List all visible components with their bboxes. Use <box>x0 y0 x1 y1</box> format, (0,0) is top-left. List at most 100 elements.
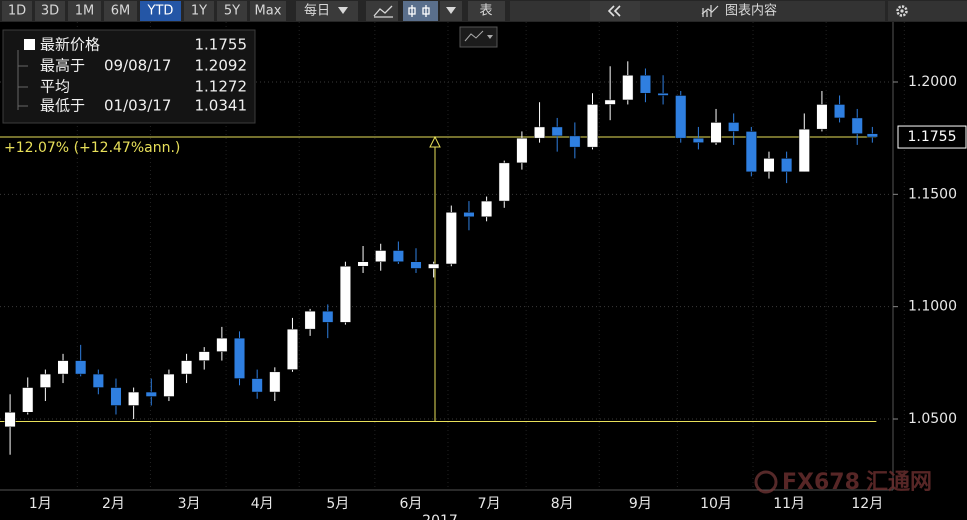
change-arrow-head <box>429 135 441 148</box>
candle-body <box>834 104 846 119</box>
style-button[interactable] <box>459 26 498 48</box>
candle-body <box>798 128 810 173</box>
x-tick-label: 11月 <box>773 496 805 512</box>
candle-body <box>57 360 69 375</box>
range-label: 6M <box>111 4 131 19</box>
candle-body <box>4 412 16 428</box>
collapse-icon <box>607 5 621 17</box>
table-button[interactable] <box>468 1 505 21</box>
legend-label: 最新价格 <box>40 36 100 54</box>
candle-chart-icon <box>408 5 430 17</box>
last-price-box <box>897 125 967 149</box>
candle-body <box>657 92 669 96</box>
candle-body <box>463 212 475 218</box>
candle-body <box>128 391 140 406</box>
style-icon <box>464 30 484 42</box>
legend-label: 最高于 <box>40 57 85 75</box>
legend-label: 最低于 <box>40 97 85 115</box>
x-tick-label: 5月 <box>326 496 349 512</box>
candle-body <box>339 265 351 323</box>
candle-body <box>569 135 581 148</box>
candle-body <box>145 391 157 397</box>
candle-body <box>375 250 387 262</box>
change-annotation: +12.07% (+12.47%ann.) <box>4 140 180 156</box>
candle-body <box>692 137 704 143</box>
legend-tree <box>17 50 28 110</box>
range-button[interactable] <box>184 1 214 21</box>
plot-area: 1.0500 1.1000 1.1500 1.2000 1月 2月 3月 4月 5月 6月 7月 8月… <box>0 22 967 520</box>
candle-body <box>286 328 299 370</box>
candle-body <box>110 387 122 406</box>
x-tick-label: 10月 <box>700 496 732 512</box>
y-tick-label: 1.1000 <box>908 299 957 315</box>
range-button[interactable] <box>217 1 247 21</box>
content-label: 图表内容 <box>725 3 777 19</box>
candle-body <box>622 74 634 101</box>
range-label: 5Y <box>224 4 240 19</box>
candle-body <box>75 360 87 375</box>
candle-body <box>763 158 775 173</box>
candle-body <box>639 74 651 94</box>
frequency-button[interactable] <box>296 1 358 21</box>
x-tick-label: 9月 <box>629 496 652 512</box>
candle-body <box>392 250 404 262</box>
range-label: Max <box>255 4 282 19</box>
range-button[interactable] <box>35 1 65 21</box>
settings-button[interactable] <box>888 1 967 21</box>
candle-body <box>710 122 722 143</box>
range-button[interactable] <box>68 1 101 21</box>
line-chart-icon <box>373 5 393 18</box>
range-label: 1M <box>75 4 95 19</box>
gear-icon <box>896 5 908 17</box>
candle-body <box>428 263 440 269</box>
dropdown-icon <box>487 35 493 39</box>
candle-body <box>322 310 334 323</box>
toolbar-buttons: 1D 3D 1M 6M YTD 1Y 5Y Max <box>2 1 286 21</box>
x-axis-year: 2017 <box>422 513 458 520</box>
range-label: 1Y <box>191 4 207 19</box>
candle-body <box>481 200 493 218</box>
x-tick-label: 2月 <box>102 496 125 512</box>
candle-chart-button[interactable] <box>403 1 438 21</box>
legend-value: 1.1755 <box>195 36 248 54</box>
watermark-name: 汇通网 <box>866 470 932 495</box>
watermark-logo <box>754 470 778 494</box>
range-button[interactable] <box>140 1 181 21</box>
gear-icon-center <box>900 9 904 13</box>
legend-box <box>2 29 256 124</box>
legend-value: 1.1272 <box>195 78 248 96</box>
candle-body <box>163 373 175 397</box>
candle-body <box>410 261 422 269</box>
content-icon <box>701 5 719 17</box>
candle-body <box>498 162 510 202</box>
candle-body <box>816 104 828 130</box>
candle-body <box>516 137 528 164</box>
range-button[interactable] <box>104 1 137 21</box>
candle-body <box>357 261 369 267</box>
x-tick-label: 3月 <box>178 496 201 512</box>
legend-value: 1.2092 <box>195 57 248 75</box>
dropdown-icon <box>338 7 348 14</box>
last-price-label: 1.1755 <box>908 129 957 145</box>
x-tick-label: 12月 <box>851 496 883 512</box>
x-tick-label: 7月 <box>478 496 501 512</box>
y-tick-label: 1.2000 <box>908 74 957 90</box>
legend-date: 09/08/17 <box>104 57 171 75</box>
range-label: 3D <box>41 4 59 19</box>
table-label: 表 <box>479 4 492 19</box>
candle-body <box>22 387 34 413</box>
legend-swatch <box>24 39 35 50</box>
range-label: YTD <box>147 4 174 19</box>
y-tick-label: 1.0500 <box>908 411 957 427</box>
candle-body <box>604 99 616 105</box>
candle-body <box>39 373 51 388</box>
legend-value: 1.0341 <box>195 97 248 115</box>
candle-body <box>551 126 563 137</box>
candle-body <box>181 360 193 375</box>
content-button[interactable] <box>645 1 885 21</box>
range-button[interactable] <box>250 1 286 21</box>
range-button[interactable] <box>2 1 32 21</box>
candle-body <box>851 117 863 134</box>
range-label: 1D <box>8 4 26 19</box>
